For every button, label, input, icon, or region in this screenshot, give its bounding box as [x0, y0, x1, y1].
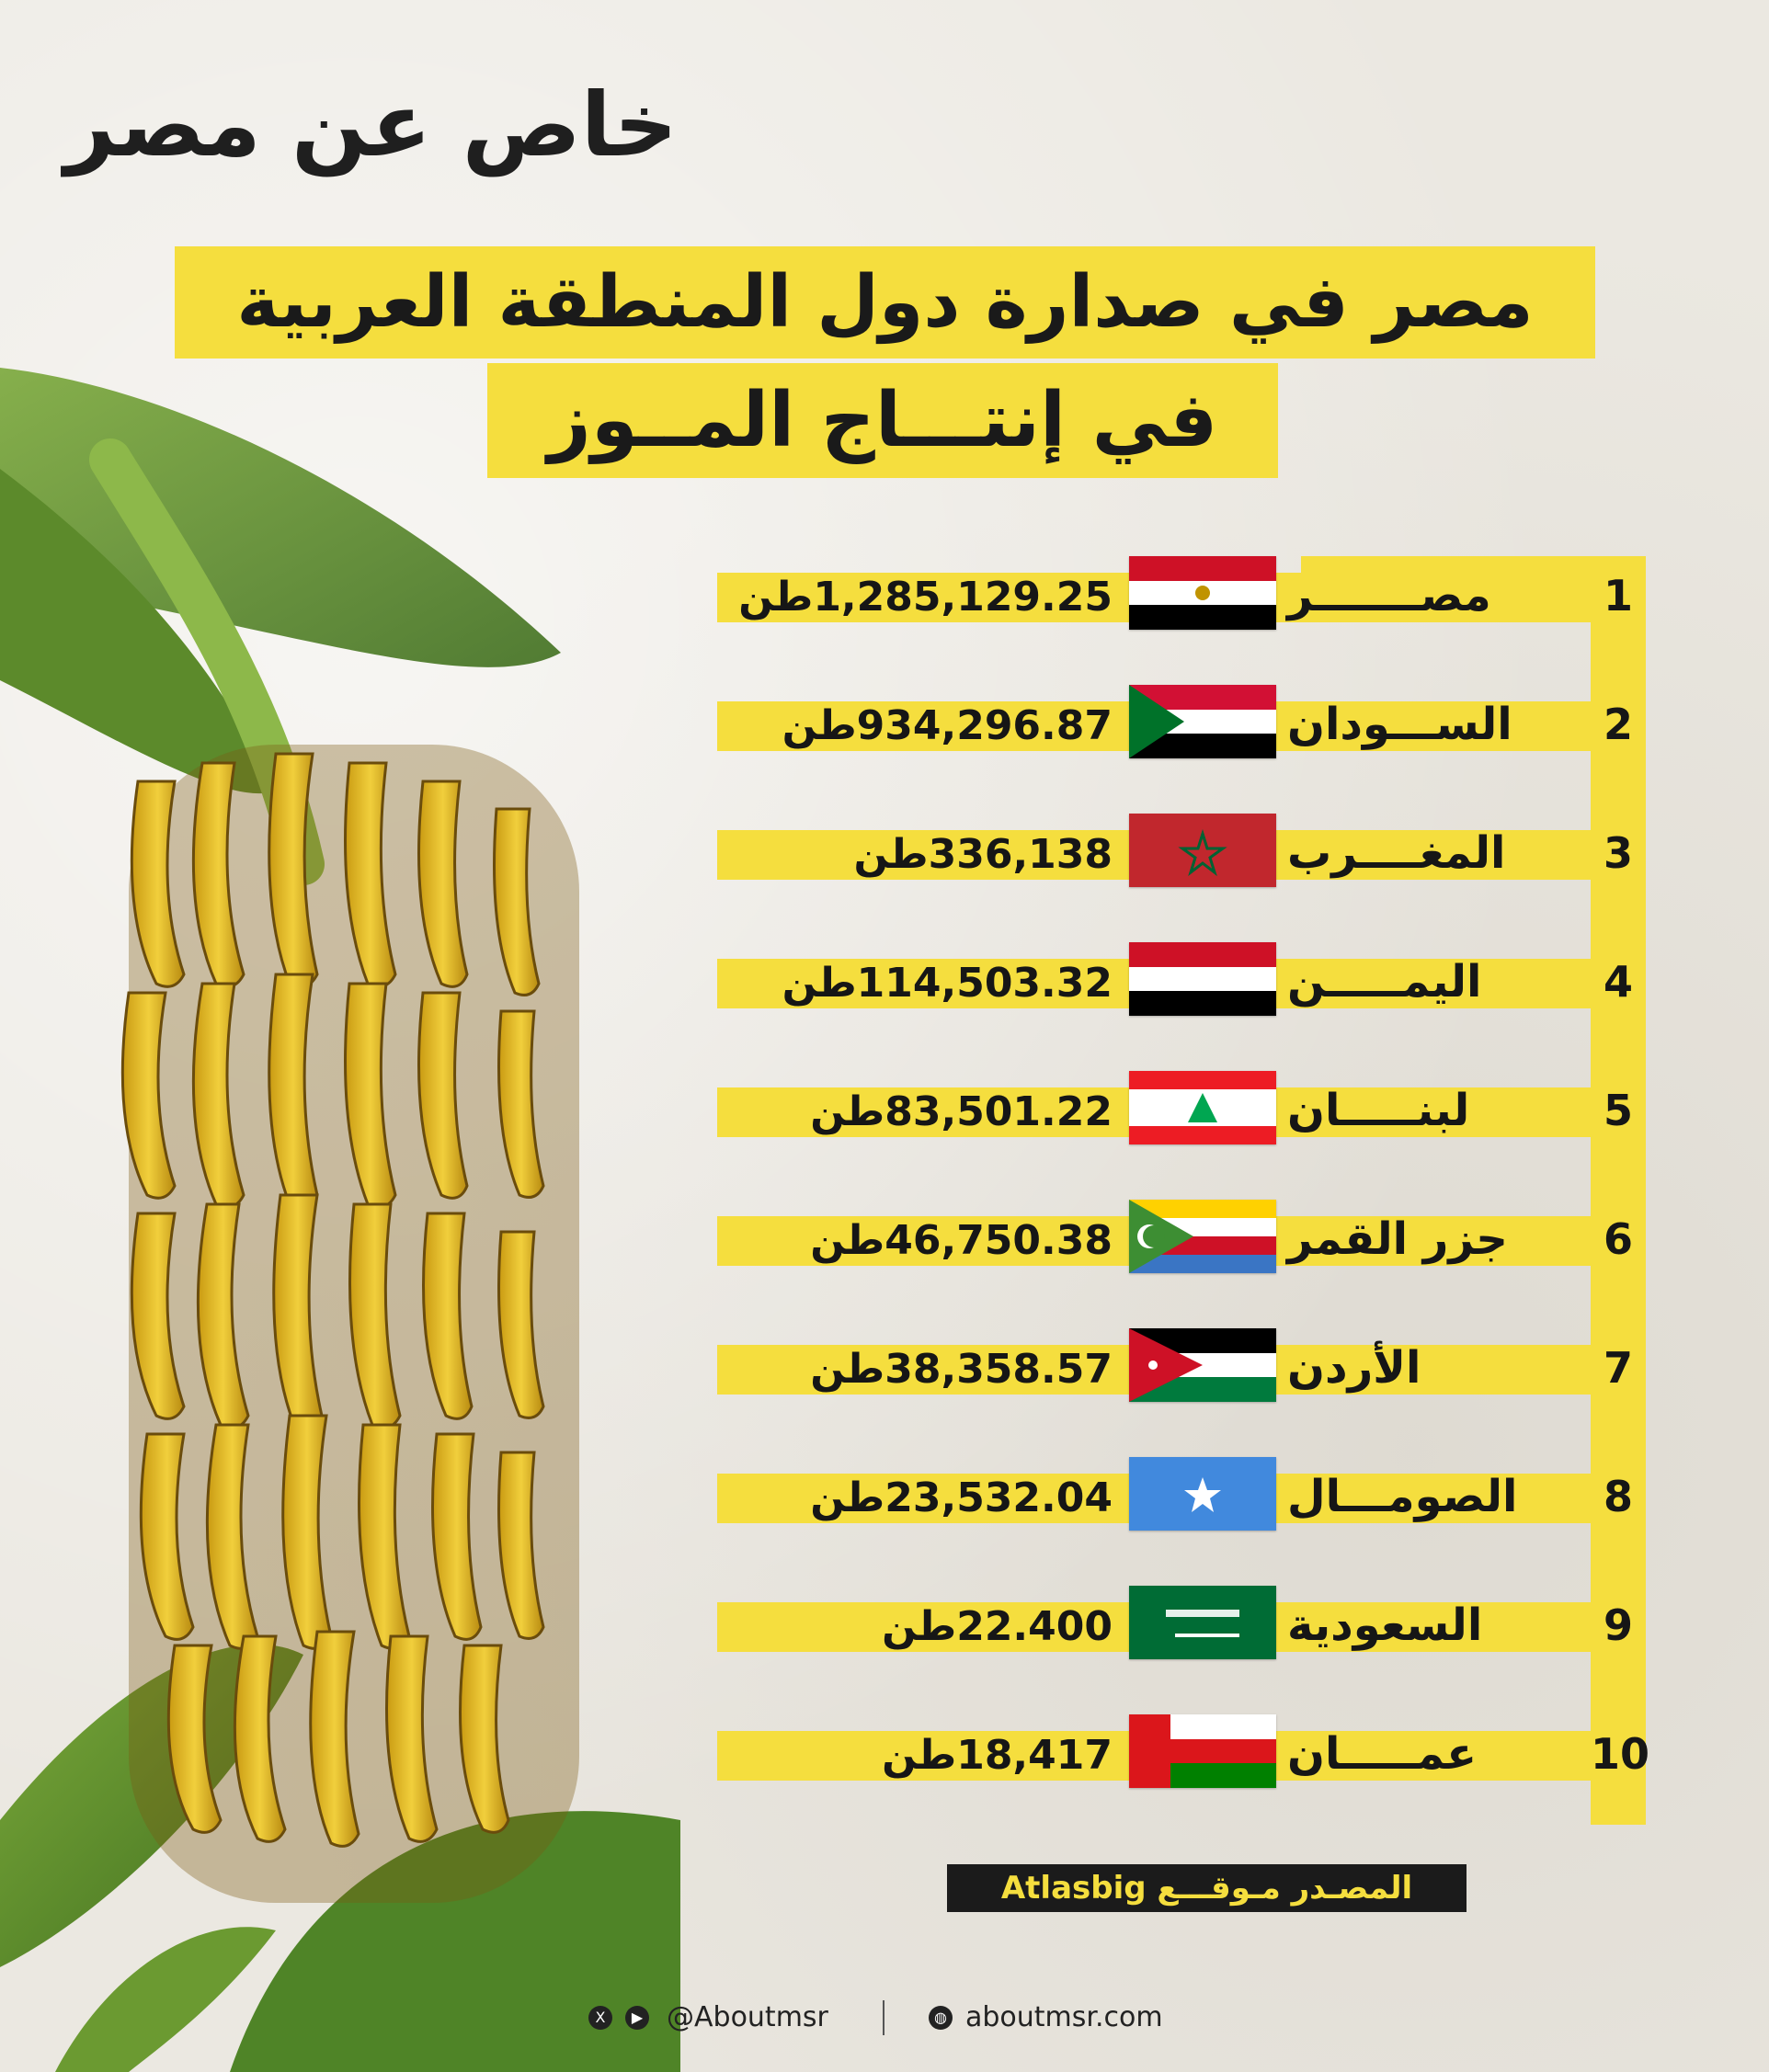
rank-number: 7	[1603, 1343, 1633, 1393]
page-title-line-2: في إنتـــاج المــوز	[487, 363, 1278, 478]
production-value: 22.400طن	[726, 1595, 1113, 1659]
production-number: 1,285,129.25	[813, 574, 1113, 620]
production-value: 23,532.04طن	[726, 1466, 1113, 1531]
production-unit: طن	[738, 574, 814, 620]
ranking-row: 114,503.32طن اليمـــــن 4	[717, 942, 1646, 1057]
morocco-flag-icon	[1129, 814, 1276, 887]
egypt-flag-icon	[1129, 556, 1276, 630]
footer: X ▶ @Aboutmsr ◍ aboutmsr.com	[579, 1995, 1204, 2041]
ranking-row: 336,138طن المغــــرب 3	[717, 814, 1646, 928]
rank-rail	[1591, 556, 1646, 1825]
page-title-line-1: مصر في صدارة دول المنطقة العربية	[175, 246, 1595, 359]
production-unit: طن	[782, 702, 857, 749]
rank-number: 9	[1603, 1600, 1633, 1650]
jordan-flag-icon	[1129, 1328, 1276, 1402]
source-label: المصـدر مـوقـــع Atlasbig	[947, 1864, 1467, 1912]
ranking-row: 46,750.38طن جزر القمر 6	[717, 1200, 1646, 1315]
ranking-row: 1,285,129.25طن مصـــــــر 1	[717, 556, 1646, 671]
rank-number: 8	[1603, 1472, 1633, 1521]
lebanon-flag-icon	[1129, 1071, 1276, 1144]
production-unit: طن	[882, 1603, 957, 1650]
country-name: المغــــرب	[1287, 827, 1506, 879]
country-name: الســـودان	[1287, 699, 1512, 750]
production-unit: طن	[882, 1732, 957, 1779]
production-number: 18,417	[956, 1732, 1113, 1779]
website-link[interactable]: aboutmsr.com	[965, 2001, 1163, 2033]
rank-number: 1	[1603, 571, 1633, 620]
production-value: 1,285,129.25طن	[726, 565, 1113, 630]
footer-divider	[883, 2000, 884, 2035]
rank-number: 4	[1603, 957, 1633, 1007]
production-value: 934,296.87طن	[726, 694, 1113, 758]
country-name: الأردن	[1287, 1342, 1421, 1394]
ranking-row: 934,296.87طن الســـودان 2	[717, 685, 1646, 800]
brand-logo: خاص عن مصر	[64, 74, 679, 176]
country-name: عمـــــان	[1287, 1728, 1477, 1780]
ranking-row: 22.400طن السعودية 9	[717, 1586, 1646, 1701]
country-name: جزر القمر	[1287, 1213, 1508, 1265]
production-number: 22.400	[956, 1603, 1113, 1650]
production-unit: طن	[810, 1474, 885, 1521]
production-number: 83,501.22	[884, 1088, 1113, 1135]
country-name: لبنـــــان	[1287, 1085, 1470, 1136]
production-unit: طن	[853, 831, 929, 878]
rank-number: 2	[1603, 700, 1633, 749]
somalia-flag-icon	[1129, 1457, 1276, 1531]
youtube-icon[interactable]: ▶	[625, 2006, 649, 2030]
rank-number: 10	[1591, 1729, 1650, 1779]
sudan-flag-icon	[1129, 685, 1276, 758]
saudi-flag-icon	[1129, 1586, 1276, 1659]
country-name: الصومـــال	[1287, 1471, 1518, 1522]
comoros-flag-icon	[1129, 1200, 1276, 1273]
country-name: مصـــــــر	[1287, 570, 1491, 621]
banana-bunch-illustration	[0, 368, 680, 2072]
yemen-flag-icon	[1129, 942, 1276, 1016]
production-number: 934,296.87	[856, 702, 1113, 749]
x-twitter-icon[interactable]: X	[588, 2006, 612, 2030]
production-unit: طن	[810, 1088, 885, 1135]
production-number: 46,750.38	[884, 1217, 1113, 1264]
production-number: 336,138	[928, 831, 1113, 878]
production-unit: طن	[810, 1346, 885, 1393]
ranking-row: 83,501.22طن لبنـــــان 5	[717, 1071, 1646, 1186]
production-value: 114,503.32طن	[726, 951, 1113, 1016]
rank-number: 3	[1603, 828, 1633, 878]
production-value: 18,417طن	[726, 1724, 1113, 1788]
rank-number: 6	[1603, 1214, 1633, 1264]
social-handle[interactable]: @Aboutmsr	[667, 2001, 828, 2033]
ranking-row: 18,417طن عمـــــان 10	[717, 1714, 1650, 1829]
production-value: 336,138طن	[726, 823, 1113, 887]
oman-flag-icon	[1129, 1714, 1276, 1788]
country-name: اليمـــــن	[1287, 956, 1482, 1008]
production-number: 114,503.32	[856, 960, 1113, 1007]
production-value: 83,501.22طن	[726, 1080, 1113, 1144]
ranking-row: 38,358.57طن الأردن 7	[717, 1328, 1646, 1443]
rank-rail-top	[1301, 556, 1646, 576]
country-name: السعودية	[1287, 1600, 1483, 1651]
production-unit: طن	[810, 1217, 885, 1264]
production-unit: طن	[782, 960, 857, 1007]
production-value: 46,750.38طن	[726, 1209, 1113, 1273]
production-value: 38,358.57طن	[726, 1338, 1113, 1402]
ranking-row: 23,532.04طن الصومـــال 8	[717, 1457, 1646, 1572]
globe-icon: ◍	[929, 2006, 953, 2030]
rank-number: 5	[1603, 1086, 1633, 1135]
production-number: 23,532.04	[884, 1474, 1113, 1521]
production-number: 38,358.57	[884, 1346, 1113, 1393]
